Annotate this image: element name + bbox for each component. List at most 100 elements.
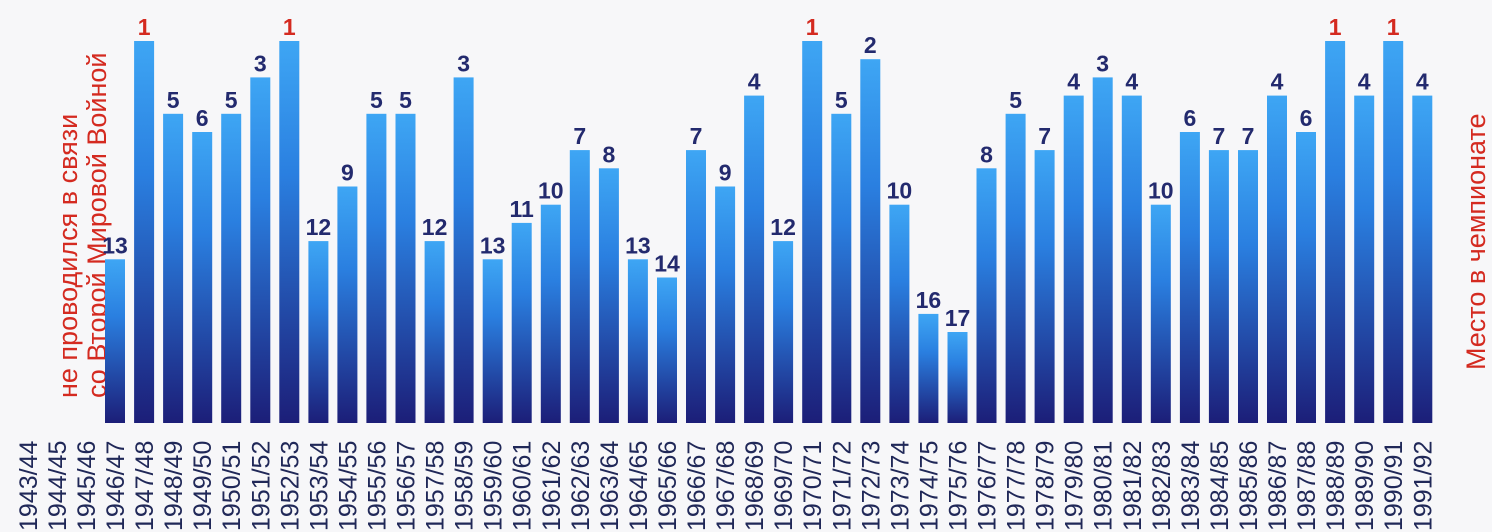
bar-1988-89 <box>1325 41 1346 423</box>
season-label-1981-82: 1981/82 <box>1119 441 1147 531</box>
bar-1978-79 <box>1034 150 1055 423</box>
value-label-1951-52: 3 <box>254 50 267 76</box>
value-label-1966-67: 7 <box>690 123 703 149</box>
bar-1947-48 <box>134 41 155 423</box>
season-label-1970-71: 1970/71 <box>799 441 827 531</box>
value-label-1963-64: 8 <box>603 141 616 167</box>
season-label-1958-59: 1958/59 <box>451 441 479 531</box>
season-label-1957-58: 1957/58 <box>422 441 450 531</box>
value-label-1967-68: 9 <box>719 160 732 186</box>
value-label-1968-69: 4 <box>748 69 761 95</box>
bar-1966-67 <box>686 150 706 423</box>
season-label-1968-69: 1968/69 <box>741 441 769 531</box>
season-label-1983-84: 1983/84 <box>1177 441 1205 531</box>
season-label-1973-74: 1973/74 <box>886 441 914 531</box>
bar-1961-62 <box>540 204 561 423</box>
bar-1963-64 <box>598 168 619 423</box>
bar-1969-70 <box>773 241 794 423</box>
season-label-1952-53: 1952/53 <box>276 441 304 531</box>
season-label-1945-46: 1945/46 <box>73 441 101 531</box>
season-label-1977-78: 1977/78 <box>1003 441 1031 531</box>
bar-1977-78 <box>1005 113 1026 424</box>
bar-1972-73 <box>860 59 881 423</box>
bar-1959-60 <box>482 259 503 423</box>
value-label-1954-55: 9 <box>341 160 354 186</box>
season-label-1967-68: 1967/68 <box>712 441 740 531</box>
value-label-1986-87: 4 <box>1271 69 1284 95</box>
season-label-1978-79: 1978/79 <box>1032 441 1060 531</box>
season-label-1955-56: 1955/56 <box>363 441 391 531</box>
bar-1975-76 <box>947 332 968 423</box>
season-label-1959-60: 1959/60 <box>480 441 508 531</box>
bar-1956-57 <box>395 113 416 424</box>
value-label-1948-49: 5 <box>167 87 180 113</box>
season-label-1985-86: 1985/86 <box>1235 441 1263 531</box>
bar-1968-69 <box>744 95 765 423</box>
value-label-1952-53: 1 <box>283 14 296 40</box>
season-label-1951-52: 1951/52 <box>247 441 275 531</box>
value-label-1955-56: 5 <box>370 87 383 113</box>
season-label-1969-70: 1969/70 <box>770 441 798 531</box>
bar-1982-83 <box>1150 204 1171 423</box>
season-label-1962-63: 1962/63 <box>567 441 595 531</box>
season-label-1947-48: 1947/48 <box>131 441 159 531</box>
bar-1973-74 <box>889 204 910 423</box>
season-label-1948-49: 1948/49 <box>160 441 188 531</box>
season-label-1980-81: 1980/81 <box>1090 441 1118 531</box>
y-axis-label: Место в чемпионате <box>1461 113 1491 370</box>
value-label-1962-63: 7 <box>573 123 586 149</box>
value-label-1959-60: 13 <box>480 232 506 258</box>
season-label-1953-54: 1953/54 <box>305 441 333 531</box>
bar-1987-88 <box>1296 132 1316 423</box>
value-label-1957-58: 12 <box>422 214 448 240</box>
bar-1949-50 <box>192 132 213 423</box>
value-label-1950-51: 5 <box>225 87 238 113</box>
value-label-1987-88: 6 <box>1300 105 1313 131</box>
bar-1976-77 <box>976 168 997 423</box>
bar-1986-87 <box>1267 95 1287 423</box>
season-label-1963-64: 1963/64 <box>596 441 624 531</box>
bar-1965-66 <box>657 277 677 423</box>
value-label-1946-47: 13 <box>102 232 128 258</box>
value-label-1978-79: 7 <box>1038 123 1051 149</box>
value-label-1960-61: 11 <box>510 196 535 222</box>
value-label-1965-66: 14 <box>654 251 680 277</box>
value-label-1973-74: 10 <box>887 178 913 204</box>
bar-1953-54 <box>308 241 329 423</box>
season-label-1971-72: 1971/72 <box>828 441 856 531</box>
value-label-1989-90: 4 <box>1358 69 1371 95</box>
bar-1960-61 <box>511 222 532 423</box>
season-label-1979-80: 1979/80 <box>1061 441 1089 531</box>
season-label-1944-45: 1944/45 <box>44 441 72 531</box>
season-label-1954-55: 1954/55 <box>334 441 362 531</box>
bar-1985-86 <box>1238 150 1258 423</box>
value-label-1971-72: 5 <box>835 87 848 113</box>
value-label-1981-82: 4 <box>1125 69 1138 95</box>
bar-1974-75 <box>918 313 939 423</box>
season-label-1975-76: 1975/76 <box>945 441 973 531</box>
value-label-1964-65: 13 <box>625 232 651 258</box>
season-label-1982-83: 1982/83 <box>1148 441 1176 531</box>
bar-1990-91 <box>1383 41 1404 423</box>
value-label-1969-70: 12 <box>770 214 796 240</box>
value-label-1991-92: 4 <box>1416 69 1429 95</box>
value-label-1972-73: 2 <box>864 32 877 58</box>
bar-1983-84 <box>1179 132 1200 423</box>
value-label-1990-91: 1 <box>1387 14 1400 40</box>
season-label-1974-75: 1974/75 <box>915 441 943 531</box>
value-label-1979-80: 4 <box>1067 69 1080 95</box>
season-label-1964-65: 1964/65 <box>625 441 653 531</box>
season-label-1946-47: 1946/47 <box>102 441 130 531</box>
bar-1979-80 <box>1063 95 1084 423</box>
bar-1967-68 <box>715 186 736 423</box>
season-label-1984-85: 1984/85 <box>1206 441 1234 531</box>
value-label-1953-54: 12 <box>306 214 332 240</box>
bar-1989-90 <box>1354 95 1375 423</box>
value-label-1947-48: 1 <box>138 14 151 40</box>
season-label-1976-77: 1976/77 <box>974 441 1002 531</box>
season-label-1943-44: 1943/44 <box>15 441 43 531</box>
bar-1970-71 <box>802 41 823 423</box>
season-label-1991-92: 1991/92 <box>1409 441 1437 531</box>
season-label-1972-73: 1972/73 <box>857 441 885 531</box>
